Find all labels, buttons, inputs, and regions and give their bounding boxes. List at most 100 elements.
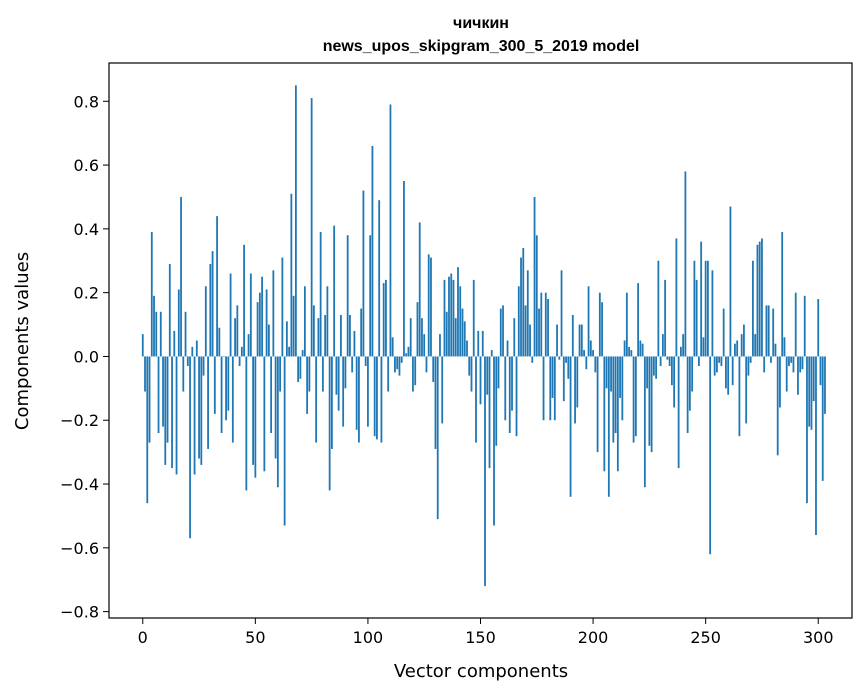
- bar-22: [191, 346, 194, 357]
- bar-67: [292, 295, 295, 357]
- bar-187: [562, 356, 565, 402]
- bar-239: [679, 346, 682, 357]
- x-tick-label: 200: [578, 628, 609, 647]
- bar-52: [258, 292, 261, 357]
- bar-262: [731, 356, 734, 386]
- bar-197: [585, 356, 588, 370]
- bar-280: [772, 308, 775, 357]
- bar-188: [565, 356, 567, 363]
- bar-296: [808, 356, 811, 427]
- bar-153: [486, 356, 489, 395]
- bar-198: [587, 286, 590, 357]
- bar-106: [380, 356, 383, 443]
- bar-137: [450, 273, 453, 357]
- bar-70: [299, 356, 302, 379]
- bar-177: [540, 292, 543, 357]
- bar-10: [164, 356, 167, 465]
- bar-263: [734, 343, 736, 357]
- bar-161: [504, 356, 507, 421]
- bar-110: [389, 104, 392, 357]
- bar-288: [790, 356, 793, 363]
- bar-8: [159, 311, 162, 357]
- bar-63: [283, 356, 286, 526]
- y-tick-label: 0.0: [74, 347, 99, 366]
- bar-274: [758, 241, 761, 357]
- bar-128: [430, 257, 432, 357]
- bar-254: [713, 356, 716, 376]
- bar-185: [558, 356, 561, 360]
- bar-172: [529, 324, 531, 357]
- bar-181: [549, 356, 552, 421]
- plot-frame: [108, 62, 853, 619]
- bar-234: [668, 356, 671, 367]
- bar-160: [502, 305, 504, 357]
- bar-84: [331, 356, 333, 449]
- bar-125: [423, 334, 426, 357]
- bar-16: [177, 289, 180, 357]
- bar-93: [351, 356, 354, 373]
- bar-235: [670, 356, 673, 386]
- bar-86: [335, 356, 338, 395]
- bar-57: [270, 356, 273, 433]
- bar-42: [236, 305, 239, 357]
- bar-129: [432, 356, 435, 382]
- bar-76: [312, 305, 315, 357]
- bar-227: [652, 356, 655, 376]
- bar-169: [522, 248, 525, 357]
- bar-12: [168, 263, 171, 357]
- bar-140: [457, 267, 459, 357]
- bar-94: [353, 330, 356, 357]
- bar-30: [209, 263, 212, 357]
- bar-292: [799, 356, 802, 373]
- bar-100: [367, 356, 369, 427]
- bar-273: [756, 244, 759, 357]
- bar-303: [824, 356, 826, 414]
- bar-231: [661, 334, 664, 357]
- bar-81: [324, 314, 327, 357]
- bar-37: [225, 356, 227, 421]
- bar-74: [308, 356, 311, 392]
- bar-45: [243, 244, 245, 357]
- bar-192: [574, 356, 576, 424]
- bar-19: [184, 311, 187, 357]
- x-tick-label: 300: [803, 628, 834, 647]
- x-tick-label: 150: [465, 628, 496, 647]
- bar-126: [425, 356, 428, 373]
- bar-75: [310, 98, 313, 357]
- bar-24: [195, 340, 198, 357]
- bar-132: [439, 334, 441, 357]
- bar-40: [231, 356, 234, 443]
- bar-301: [819, 356, 822, 386]
- y-axis-label: Components values: [12, 252, 33, 430]
- bar-209: [612, 356, 615, 443]
- bar-219: [634, 356, 637, 437]
- bar-51: [256, 302, 259, 357]
- bar-9: [162, 356, 164, 427]
- y-tick-label: −0.8: [60, 603, 99, 622]
- bar-258: [722, 308, 725, 357]
- bar-182: [551, 356, 554, 398]
- bar-278: [767, 305, 770, 357]
- bar-236: [673, 356, 676, 408]
- bar-60: [276, 356, 279, 488]
- bar-79: [319, 232, 322, 357]
- bar-4: [150, 232, 153, 357]
- bar-268: [745, 356, 748, 424]
- bar-141: [459, 286, 462, 357]
- bar-147: [472, 279, 475, 357]
- bar-20: [186, 356, 189, 367]
- bar-98: [362, 190, 365, 357]
- bar-210: [614, 356, 617, 433]
- chart-title-line2: news_upos_skipgram_300_5_2019 model: [323, 38, 640, 55]
- bar-6: [155, 311, 158, 357]
- bar-170: [524, 305, 527, 357]
- bar-183: [553, 356, 556, 421]
- bar-252: [709, 356, 712, 555]
- y-tick-label: 0.2: [74, 284, 99, 303]
- bar-195: [580, 324, 583, 357]
- bar-109: [387, 356, 390, 392]
- bar-119: [409, 318, 412, 357]
- bar-3: [148, 356, 151, 443]
- bar-66: [290, 193, 293, 357]
- bar-73: [306, 356, 309, 414]
